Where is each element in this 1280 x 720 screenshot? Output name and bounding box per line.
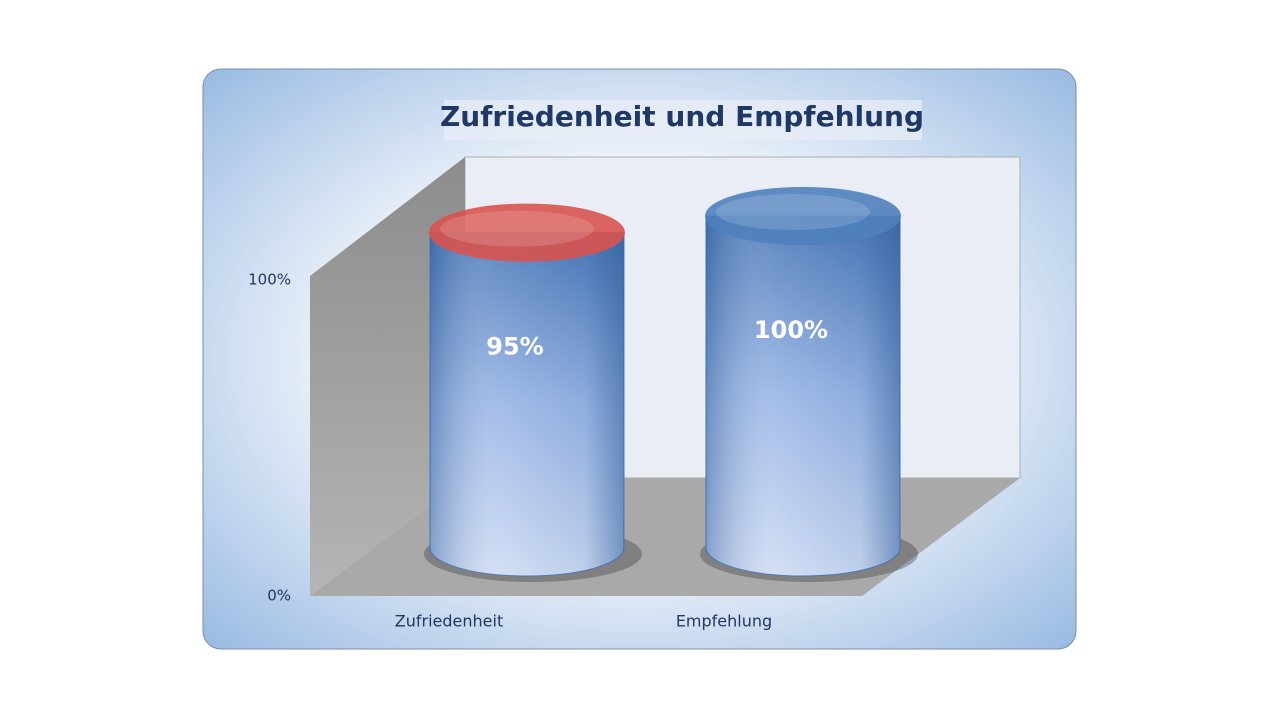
bar-cap-highlight — [440, 210, 594, 247]
bar-cap — [429, 203, 625, 262]
value-label: 95% — [486, 333, 543, 361]
bar-shade — [430, 232, 624, 576]
x-tick-label: Empfehlung — [676, 612, 772, 631]
y-tick-label: 0% — [267, 587, 291, 605]
plot: 0% 100% 95% Zufriedenheit 100% Empfehlung — [248, 187, 918, 631]
title-box — [444, 100, 922, 140]
y-tick-label: 100% — [248, 271, 291, 289]
bar-cap-highlight — [716, 194, 870, 230]
x-tick-label: Zufriedenheit — [395, 612, 503, 631]
bar-cap — [705, 187, 901, 245]
bar-shade — [706, 216, 900, 576]
value-label: 100% — [754, 316, 828, 344]
side-wall — [310, 157, 465, 596]
chart-title: Zufriedenheit und Empfehlung — [440, 100, 924, 133]
